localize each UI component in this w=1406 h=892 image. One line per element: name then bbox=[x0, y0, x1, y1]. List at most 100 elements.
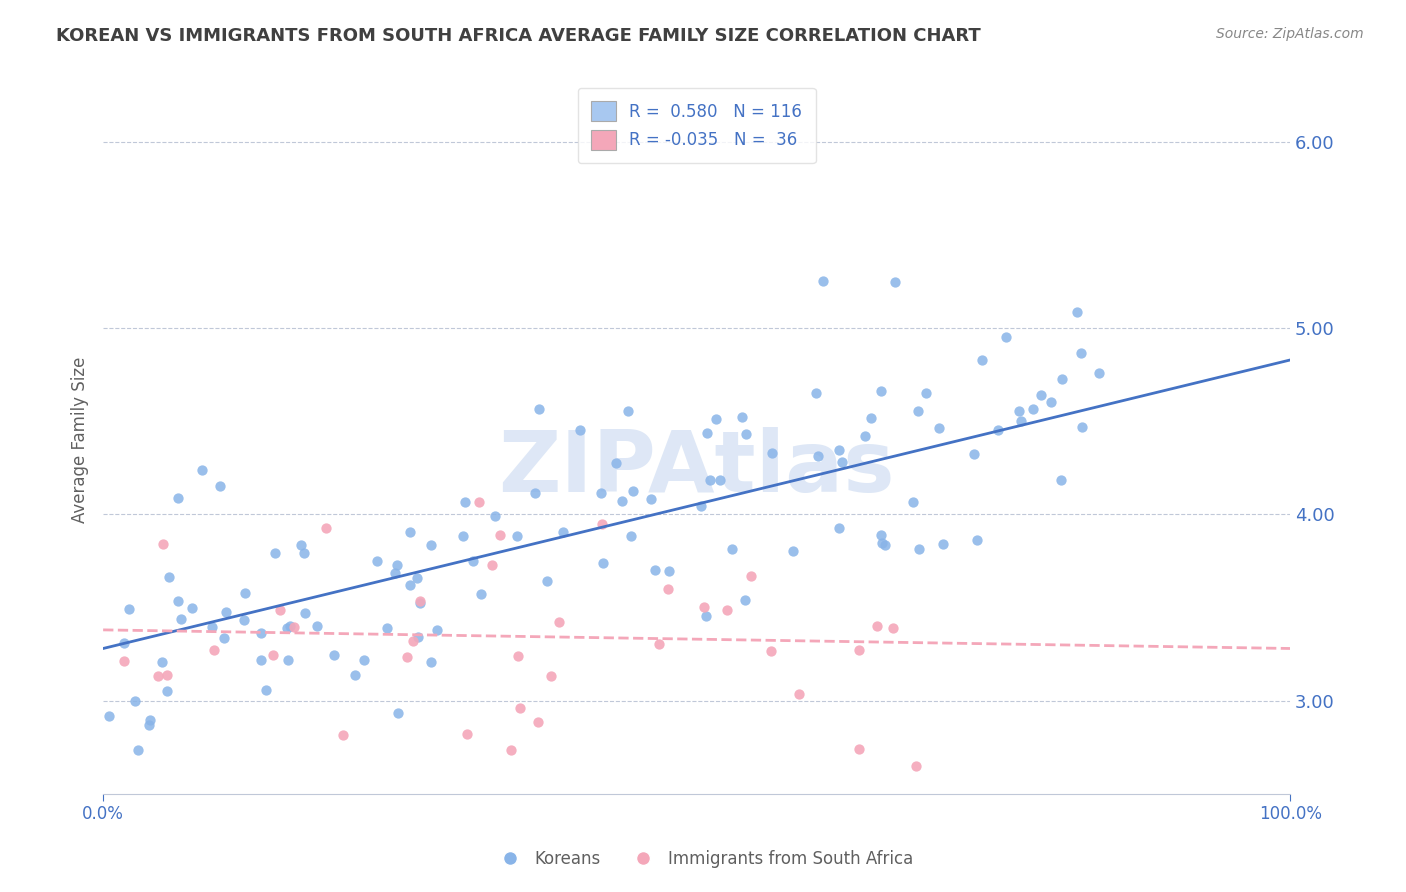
Point bbox=[527, 402, 550, 417]
Point bbox=[963, 447, 986, 461]
Point bbox=[1010, 414, 1032, 428]
Point bbox=[1070, 420, 1092, 434]
Point bbox=[759, 644, 782, 658]
Point bbox=[696, 426, 718, 441]
Point bbox=[278, 619, 301, 633]
Point bbox=[233, 586, 256, 600]
Point bbox=[426, 624, 449, 638]
Point bbox=[709, 473, 731, 487]
Point bbox=[648, 637, 671, 651]
Point bbox=[987, 423, 1010, 437]
Point bbox=[332, 728, 354, 742]
Point bbox=[994, 329, 1017, 343]
Point bbox=[884, 275, 907, 289]
Point bbox=[468, 495, 491, 509]
Text: Source: ZipAtlas.com: Source: ZipAtlas.com bbox=[1216, 27, 1364, 41]
Point bbox=[456, 727, 478, 741]
Point bbox=[605, 456, 627, 470]
Point bbox=[901, 495, 924, 509]
Point bbox=[693, 600, 716, 615]
Point bbox=[396, 650, 419, 665]
Point bbox=[283, 620, 305, 634]
Point bbox=[831, 455, 853, 469]
Point bbox=[734, 592, 756, 607]
Point bbox=[592, 556, 614, 570]
Point bbox=[644, 563, 666, 577]
Point bbox=[366, 554, 388, 568]
Point bbox=[872, 536, 894, 550]
Point bbox=[882, 621, 904, 635]
Point bbox=[181, 601, 204, 615]
Point bbox=[190, 462, 212, 476]
Point bbox=[290, 538, 312, 552]
Point bbox=[315, 521, 337, 535]
Legend: R =  0.580   N = 116, R = -0.035   N =  36: R = 0.580 N = 116, R = -0.035 N = 36 bbox=[578, 87, 815, 163]
Point bbox=[138, 718, 160, 732]
Point bbox=[166, 594, 188, 608]
Point bbox=[508, 648, 530, 663]
Point bbox=[1040, 395, 1063, 409]
Point bbox=[695, 608, 717, 623]
Point bbox=[506, 528, 529, 542]
Point bbox=[127, 743, 149, 757]
Point bbox=[118, 601, 141, 615]
Point bbox=[399, 578, 422, 592]
Point bbox=[249, 626, 271, 640]
Point bbox=[907, 542, 929, 557]
Point bbox=[932, 537, 955, 551]
Point bbox=[1052, 372, 1074, 386]
Point bbox=[508, 701, 530, 715]
Point bbox=[1031, 388, 1053, 402]
Point bbox=[212, 631, 235, 645]
Text: ZIPAtlas: ZIPAtlas bbox=[498, 426, 896, 510]
Point bbox=[139, 713, 162, 727]
Point bbox=[353, 653, 375, 667]
Point bbox=[401, 633, 423, 648]
Point bbox=[112, 655, 135, 669]
Point bbox=[731, 409, 754, 424]
Point bbox=[215, 605, 238, 619]
Point bbox=[146, 668, 169, 682]
Point bbox=[523, 486, 546, 500]
Point bbox=[254, 682, 277, 697]
Point bbox=[553, 525, 575, 540]
Point bbox=[451, 529, 474, 543]
Point bbox=[915, 385, 938, 400]
Point bbox=[782, 543, 804, 558]
Point bbox=[610, 494, 633, 508]
Point bbox=[619, 529, 641, 543]
Point bbox=[470, 587, 492, 601]
Point bbox=[112, 636, 135, 650]
Point bbox=[928, 420, 950, 434]
Point bbox=[527, 715, 550, 730]
Point bbox=[232, 613, 254, 627]
Point bbox=[155, 668, 177, 682]
Point bbox=[1022, 402, 1045, 417]
Text: KOREAN VS IMMIGRANTS FROM SOUTH AFRICA AVERAGE FAMILY SIZE CORRELATION CHART: KOREAN VS IMMIGRANTS FROM SOUTH AFRICA A… bbox=[56, 27, 981, 45]
Point bbox=[292, 546, 315, 560]
Point bbox=[157, 569, 180, 583]
Point bbox=[375, 621, 398, 635]
Point bbox=[536, 574, 558, 588]
Point bbox=[264, 546, 287, 560]
Point bbox=[966, 533, 988, 547]
Point bbox=[1088, 366, 1111, 380]
Point bbox=[689, 499, 711, 513]
Point bbox=[387, 706, 409, 720]
Point bbox=[150, 655, 173, 669]
Point bbox=[208, 479, 231, 493]
Point bbox=[481, 558, 503, 572]
Point bbox=[617, 404, 640, 418]
Point bbox=[621, 484, 644, 499]
Point bbox=[399, 525, 422, 540]
Point bbox=[716, 603, 738, 617]
Point bbox=[488, 528, 510, 542]
Point bbox=[1066, 305, 1088, 319]
Point bbox=[385, 558, 408, 572]
Point bbox=[870, 384, 893, 399]
Point bbox=[740, 569, 762, 583]
Point bbox=[1049, 473, 1071, 487]
Point bbox=[277, 653, 299, 667]
Point bbox=[499, 743, 522, 757]
Point bbox=[323, 648, 346, 662]
